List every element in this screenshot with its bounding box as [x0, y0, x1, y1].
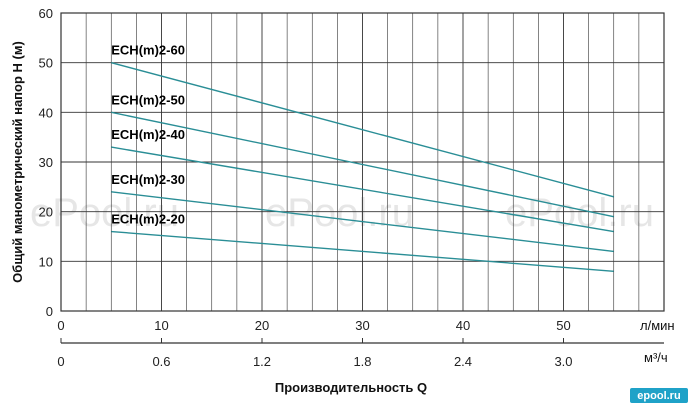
y-tick-label: 0 — [46, 304, 53, 319]
series-label: ECH(m)2-20 — [111, 212, 185, 227]
x-axis-m3h: 0 0.6 1.2 1.8 2.4 3.0 — [57, 338, 573, 369]
series-line — [111, 191, 614, 253]
y-tick-label: 20 — [39, 205, 53, 220]
series-line — [111, 146, 614, 233]
y-tick-label: 60 — [39, 6, 53, 21]
y-tick-label: 30 — [39, 155, 53, 170]
series-line — [111, 111, 614, 218]
series-group: ECH(m)2-60 ECH(m)2-50 ECH(m)2-40 ECH(m)2-30… — [111, 43, 614, 272]
logo-badge — [630, 388, 688, 403]
x-tick-label-m3h: 0 — [57, 354, 64, 369]
x-tick-label-lmin: 50 — [556, 318, 570, 333]
series-label: ECH(m)2-40 — [111, 127, 185, 142]
y-tick-label: 50 — [39, 56, 53, 71]
y-axis-title: Общий манометрический напор Н (м) — [10, 41, 25, 283]
grid — [61, 13, 664, 311]
x-tick-label-lmin: 20 — [255, 318, 269, 333]
x-axis-lmin: 0 10 20 30 40 50 — [57, 318, 570, 333]
x-unit-lmin: л/мин — [640, 318, 675, 333]
series-label: ECH(m)2-30 — [111, 172, 185, 187]
x-tick-label-lmin: 40 — [456, 318, 470, 333]
series-label: ECH(m)2-50 — [111, 92, 185, 107]
x-tick-label-lmin: 0 — [57, 318, 64, 333]
series-line — [111, 61, 614, 198]
x-tick-label-m3h: 2.4 — [454, 354, 472, 369]
series-line — [111, 230, 614, 272]
x-tick-label-m3h: 0.6 — [152, 354, 170, 369]
x-tick-label-lmin: 30 — [355, 318, 369, 333]
x-tick-label-m3h: 1.2 — [253, 354, 271, 369]
watermark-group: ePool.ru ePool.ru ePool.ru — [30, 191, 654, 235]
plot-frame — [60, 12, 665, 312]
logo: epool.ru — [630, 388, 688, 403]
series-label: ECH(m)2-60 — [111, 43, 185, 58]
x-axis-title: Производительность Q — [275, 380, 427, 395]
x-tick-label-m3h: 3.0 — [554, 354, 572, 369]
y-axis: 0 10 20 30 40 50 60 — [39, 6, 53, 319]
y-tick-label: 10 — [39, 254, 53, 269]
watermark-text: ePool.ru — [505, 191, 654, 235]
watermark-text: ePool.ru — [30, 191, 179, 235]
x-unit-m3h: м³/ч — [644, 350, 668, 365]
x-tick-label-m3h: 1.8 — [353, 354, 371, 369]
x-tick-label-lmin: 10 — [154, 318, 168, 333]
y-tick-label: 40 — [39, 105, 53, 120]
logo-text: epool.ru — [637, 390, 680, 402]
